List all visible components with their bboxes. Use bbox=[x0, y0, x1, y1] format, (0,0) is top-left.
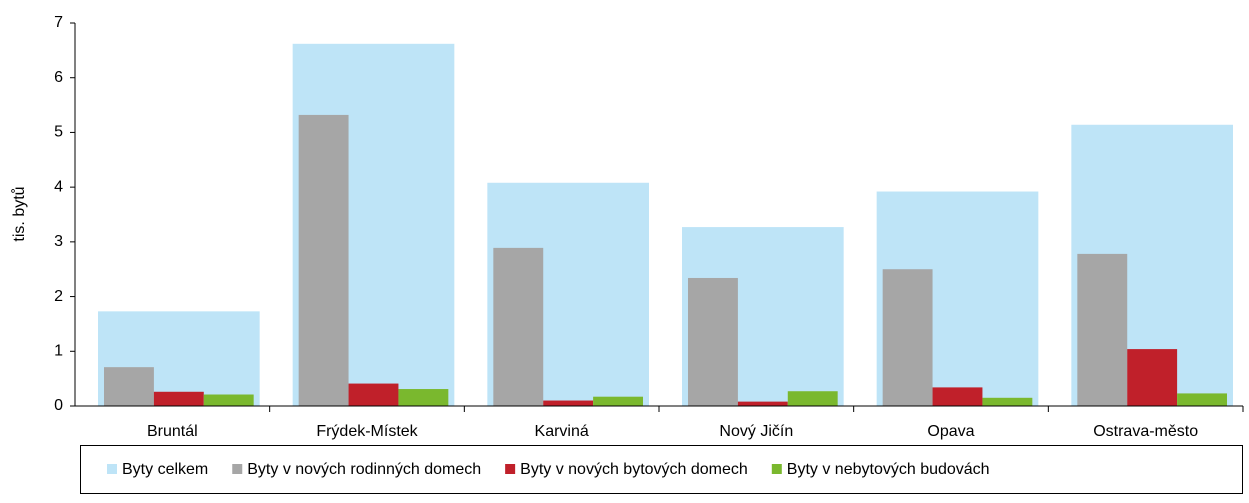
y-tick-label: 3 bbox=[54, 233, 63, 250]
bar bbox=[737, 401, 788, 406]
y-tick-label: 0 bbox=[54, 397, 63, 414]
x-tick-label: Ostrava-město bbox=[1093, 423, 1198, 440]
bar bbox=[493, 247, 544, 406]
bar bbox=[1127, 349, 1178, 406]
legend-marker bbox=[505, 464, 516, 474]
bar bbox=[203, 394, 254, 406]
bar bbox=[398, 389, 449, 406]
legend-marker bbox=[771, 464, 782, 474]
y-tick-label: 2 bbox=[54, 288, 63, 305]
bar bbox=[543, 400, 594, 406]
y-tick-label: 1 bbox=[54, 343, 63, 360]
bar bbox=[932, 387, 983, 406]
x-tick-label: Karviná bbox=[535, 423, 589, 440]
legend-marker bbox=[232, 464, 243, 474]
bar bbox=[298, 114, 349, 407]
legend-label: Byty celkem bbox=[122, 461, 208, 478]
legend-marker bbox=[107, 464, 117, 474]
bar bbox=[104, 367, 154, 406]
bar bbox=[153, 391, 204, 406]
x-tick-label: Nový Jičín bbox=[719, 423, 793, 440]
legend-label: Byty v nových rodinných domech bbox=[247, 461, 481, 478]
y-tick-label: 4 bbox=[54, 178, 63, 195]
legend-label: Byty v nebytových budovách bbox=[787, 461, 990, 478]
x-tick-label: Opava bbox=[927, 423, 974, 440]
bar bbox=[882, 269, 933, 406]
bar bbox=[1177, 393, 1227, 406]
bar bbox=[1077, 253, 1128, 406]
x-tick-label: Frýdek-Místek bbox=[316, 423, 418, 440]
bar bbox=[688, 277, 738, 406]
bar bbox=[982, 397, 1033, 406]
y-tick-label: 6 bbox=[54, 69, 63, 86]
x-tick-label: Bruntál bbox=[147, 423, 198, 440]
legend-label: Byty v nových bytových domech bbox=[520, 461, 748, 478]
y-tick-label: 5 bbox=[54, 124, 63, 141]
bar bbox=[348, 383, 399, 406]
legend-box bbox=[80, 445, 1243, 494]
y-tick-label: 7 bbox=[54, 14, 63, 31]
bar bbox=[787, 391, 838, 406]
y-axis-label: tis. bytů bbox=[10, 186, 28, 241]
bar bbox=[593, 396, 643, 406]
